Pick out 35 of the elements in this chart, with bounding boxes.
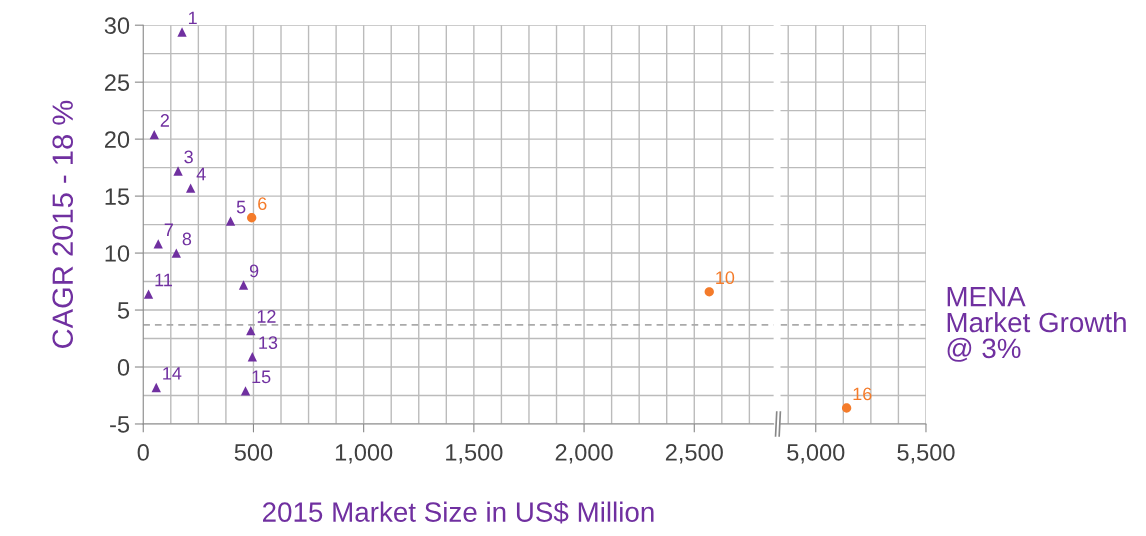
- y-tick-label: 10: [105, 245, 130, 262]
- annotation: 2: [160, 114, 169, 127]
- annotation: 1: [188, 11, 197, 25]
- y-tick-label: 0: [117, 359, 130, 376]
- x-tick-label: 1,500: [446, 444, 503, 464]
- annotation: 7: [164, 223, 173, 237]
- annotation: 9: [249, 264, 259, 278]
- annotation: 4: [196, 167, 206, 181]
- annotation: 13: [259, 336, 278, 350]
- y-tick-label: 5: [117, 302, 130, 319]
- annotation: 16: [853, 387, 872, 401]
- annotation: 11: [155, 273, 172, 287]
- x-tick-label: 1,000: [335, 444, 393, 464]
- annotation: 6: [258, 197, 267, 211]
- y-axis-title: CAGR 2015 - 18 %: [52, 100, 74, 348]
- x-tick-label: 500: [234, 444, 273, 461]
- annotation: 10: [716, 271, 735, 285]
- y-tick-label: -5: [110, 416, 130, 433]
- x-tick-label: 5,500: [897, 444, 955, 464]
- ref-line-label: MENA Market Growth @ 3%: [947, 287, 1126, 362]
- x-axis-title: 2015 Market Size in US$ Million: [263, 501, 654, 524]
- x-tick-label: 5,000: [787, 444, 845, 464]
- x-tick-label: 2,000: [555, 444, 613, 464]
- y-tick-label: 25: [104, 74, 130, 91]
- annotation: 12: [257, 310, 276, 323]
- y-tick-label: 30: [104, 17, 130, 34]
- y-tick-label: 15: [105, 188, 130, 205]
- annotation: 5: [236, 200, 246, 214]
- annotation: 14: [163, 367, 182, 380]
- x-tick-label: 2,500: [665, 444, 723, 464]
- annotation: 8: [182, 232, 192, 246]
- annotation: 3: [184, 150, 193, 164]
- y-tick-label: 20: [104, 131, 130, 148]
- annotation: 15: [252, 370, 271, 384]
- x-tick-label: 0: [137, 444, 149, 461]
